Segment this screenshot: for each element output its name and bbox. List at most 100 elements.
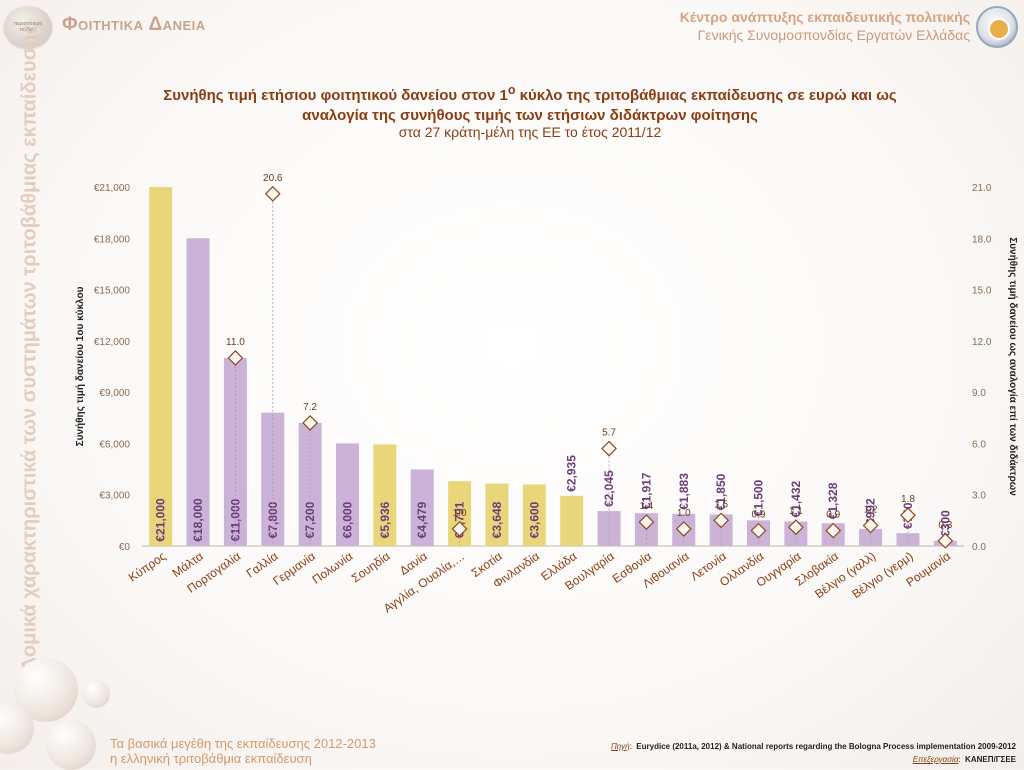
- category-label: Κύπρος: [126, 549, 169, 585]
- bar-value-label: €4,479: [415, 501, 429, 538]
- ratio-marker: [451, 520, 468, 537]
- category-label: Σουηδία: [349, 549, 393, 586]
- y2-tick-label: 21.0: [972, 183, 992, 194]
- decorative-ball: [46, 720, 96, 770]
- ratio-marker: [302, 414, 319, 431]
- organization-line-2: Γενικής Συνομοσπονδίας Εργατών Ελλάδας: [697, 27, 970, 43]
- bar-value-label: €992: [864, 498, 878, 525]
- ratio-marker: [787, 519, 804, 536]
- page-title: Φοιτητικα Δανεια: [62, 14, 206, 35]
- logo-emblem: [988, 18, 1010, 40]
- bar: [149, 187, 173, 546]
- ratio-label: 11.0: [226, 337, 245, 348]
- y2-tick-label: 15.0: [972, 286, 992, 297]
- ratio-label: 0.9: [826, 510, 840, 521]
- category-label: Πολωνία: [310, 549, 356, 587]
- chart-title-line-2: αναλογία της συνήθους τιμής των ετήσιων …: [302, 107, 758, 124]
- y-tick-label: €15,000: [94, 286, 131, 297]
- ratio-marker: [713, 512, 730, 529]
- bar-value-label: €1,328: [826, 482, 840, 519]
- bar: [522, 484, 546, 546]
- ratio-marker: [601, 440, 617, 457]
- ratio-label: 0.3: [938, 520, 952, 531]
- organization-logo: [976, 6, 1018, 48]
- left-logo-text-2: παιδεία: [19, 27, 37, 33]
- ratio-label: 1.0: [677, 508, 691, 519]
- processing-label: Επεξεργασία: [912, 755, 959, 764]
- footer-title: Τα βασικά μεγέθη της εκπαίδευσης 2012-20…: [110, 736, 376, 766]
- bar-value-label: €1,917: [639, 472, 653, 509]
- bar-value-label: €5,936: [378, 501, 392, 538]
- ratio-label: 1.5: [714, 499, 728, 510]
- bar: [485, 483, 509, 546]
- y-tick-label: €21,000: [94, 183, 131, 194]
- bar-value-label: €21,000: [154, 498, 168, 542]
- y-tick-label: €6,000: [99, 439, 130, 450]
- bar-value-label: €1,432: [789, 480, 803, 517]
- y2-tick-label: 9.0: [972, 388, 986, 399]
- organization-line-1: Κέντρο ανάπτυξης εκπαιδευτικής πολιτικής: [679, 9, 970, 25]
- ratio-label: 1.8: [901, 494, 915, 505]
- bar: [560, 495, 584, 546]
- organization-name: Κέντρο ανάπτυξης εκπαιδευτικής πολιτικής…: [680, 8, 970, 44]
- y2-tick-label: 0.0: [972, 542, 986, 553]
- ratio-marker: [937, 532, 954, 549]
- ratio-label: 1.0: [453, 508, 467, 519]
- ratio-label: 1.4: [639, 501, 653, 512]
- ratio-marker: [825, 522, 842, 539]
- top-left-decoration: περισσότερη παιδεία: [0, 0, 60, 50]
- ratio-marker: [227, 350, 244, 366]
- source-text: Eurydice (2011a, 2012) & National report…: [636, 742, 1016, 751]
- bar: [336, 443, 359, 546]
- chart-subtitle: στα 27 κράτη-μέλη της ΕΕ το έτος 2011/12: [398, 124, 662, 140]
- left-logo-text: περισσότερη: [13, 21, 43, 27]
- bar-value-label: €3,648: [490, 501, 504, 538]
- ratio-label: 0.9: [752, 510, 766, 521]
- bar-value-label: €6,000: [341, 501, 355, 538]
- ratio-marker: [862, 517, 879, 534]
- chart-title-superscript: ο: [507, 83, 516, 97]
- ratio-marker: [675, 520, 692, 537]
- bar: [410, 469, 434, 546]
- bar-value-label: €1,850: [714, 473, 728, 510]
- chart-title-part-2: κύκλο της τριτοβάθμιας εκπαίδευσης σε ευ…: [515, 87, 897, 104]
- bar-value-label: €1,500: [752, 479, 766, 516]
- y-tick-label: €0: [119, 542, 131, 553]
- chart-title-part-1: Συνήθης τιμή ετήσιου φοιτητικού δανείου …: [163, 87, 508, 104]
- ratio-label: 5.7: [602, 428, 616, 439]
- y-axis-title: Συνήθης τιμή δανείου 1ου κύκλου: [75, 286, 86, 446]
- bar-value-label: €2,935: [565, 455, 579, 492]
- ratio-marker: [264, 185, 281, 202]
- y2-tick-label: 6.0: [972, 439, 986, 450]
- bar-value-label: €2,045: [602, 470, 616, 507]
- ratio-label: 1.2: [864, 504, 878, 515]
- y-tick-label: €12,000: [94, 337, 131, 348]
- y2-tick-label: 3.0: [972, 491, 986, 502]
- y2-tick-label: 18.0: [972, 234, 992, 245]
- y-tick-label: €9,000: [99, 388, 130, 399]
- bar-value-label: €3,600: [527, 501, 541, 538]
- ratio-marker: [750, 522, 767, 539]
- category-label: Γερμανία: [270, 549, 318, 588]
- y2-axis-title: Συνήθης τιμή δανείου ως αναλογία επί των…: [1007, 237, 1018, 496]
- chart-title: Συνήθης τιμή ετήσιου φοιτητικού δανείου …: [110, 80, 950, 126]
- bar: [597, 511, 621, 546]
- bar-value-label: €300: [938, 510, 952, 537]
- y-tick-label: €3,000: [99, 491, 130, 502]
- bar: [373, 444, 397, 546]
- decorative-balls: [0, 640, 110, 770]
- y-tick-label: €18,000: [94, 234, 131, 245]
- ratio-label: 20.6: [263, 173, 283, 184]
- footer-line-2: η ελληνική τριτοβάθμια εκπαίδευση: [110, 751, 312, 766]
- source-note: Πηγή: Eurydice (2011a, 2012) & National …: [610, 742, 1016, 764]
- source-label: Πηγή: [610, 742, 630, 751]
- ratio-marker: [900, 507, 916, 524]
- bar-value-label: €18,000: [191, 498, 205, 542]
- ratio-label: 7.2: [303, 402, 317, 413]
- footer-line-1: Τα βασικά μεγέθη της εκπαίδευσης 2012-20…: [110, 736, 376, 751]
- bar-value-label: €1,883: [677, 473, 691, 510]
- bar: [223, 357, 247, 546]
- ratio-label: 1.1: [789, 506, 803, 517]
- ratio-marker: [638, 514, 655, 530]
